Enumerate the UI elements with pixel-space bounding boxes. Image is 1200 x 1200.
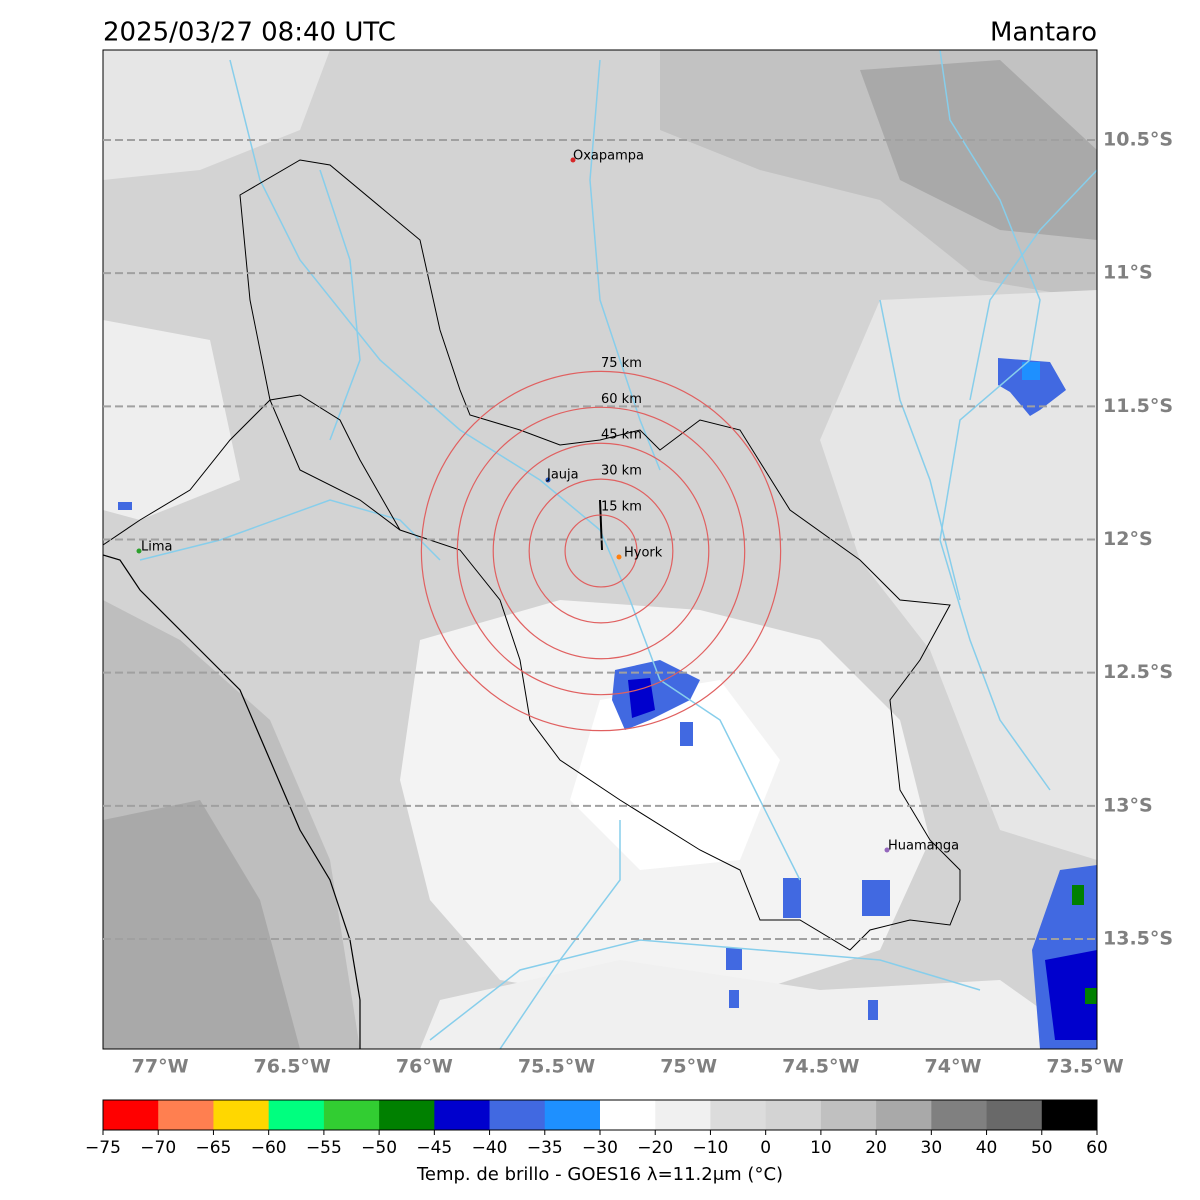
ring-label: 15 km xyxy=(601,500,642,515)
lon-label: 73.5°W xyxy=(1046,1056,1123,1078)
lon-label: 74.5°W xyxy=(782,1056,859,1078)
colorbar-bin xyxy=(710,1100,767,1130)
colorbar-tick-label: 10 xyxy=(810,1138,832,1158)
colorbar-bin xyxy=(323,1100,380,1130)
lat-label: 12°S xyxy=(1103,528,1153,550)
colorbar-tick-label: 30 xyxy=(921,1138,943,1158)
range-ring xyxy=(564,514,638,588)
colorbar-tick-label: −65 xyxy=(195,1138,231,1158)
colorbar-bin xyxy=(268,1100,325,1130)
colorbar-tick-label: −60 xyxy=(251,1138,287,1158)
colorbar-tick-label: 40 xyxy=(976,1138,998,1158)
city-marker xyxy=(136,548,142,554)
map-title: 2025/03/27 08:40 UTC xyxy=(103,18,396,48)
colorbar-bin xyxy=(379,1100,435,1130)
lon-label: 74°W xyxy=(925,1056,982,1078)
city-marker xyxy=(616,554,622,560)
colorbar-bin xyxy=(158,1100,214,1130)
colorbar-tick-label: −55 xyxy=(306,1138,342,1158)
location-title: Mantaro xyxy=(990,18,1097,48)
ring-label: 75 km xyxy=(601,356,642,371)
colorbar-bin xyxy=(931,1100,988,1130)
colorbar-bin xyxy=(1041,1100,1098,1130)
lat-label: 11.5°S xyxy=(1103,395,1173,417)
colorbar-bin xyxy=(544,1100,601,1130)
lat-label: 10.5°S xyxy=(1103,129,1173,151)
colorbar-bin xyxy=(213,1100,270,1130)
city-marker xyxy=(545,477,551,483)
range-ring xyxy=(420,370,782,732)
colorbar-label: Temp. de brillo - GOES16 λ=11.2μm (°C) xyxy=(416,1164,783,1185)
colorbar-tick-label: 20 xyxy=(865,1138,887,1158)
colorbar-bin xyxy=(986,1100,1043,1130)
imagery xyxy=(103,50,1097,1049)
map-frame xyxy=(102,49,1098,1050)
lon-label: 77°W xyxy=(132,1056,189,1078)
colorbar-tick-label: −45 xyxy=(416,1138,452,1158)
lat-label: 11°S xyxy=(1103,262,1153,284)
colorbar-tick-label: −75 xyxy=(85,1138,121,1158)
colorbar-bin xyxy=(876,1100,932,1130)
city-label: Jauja xyxy=(546,468,579,483)
colorbar-bin xyxy=(103,1100,159,1130)
range-ring xyxy=(456,406,746,696)
city-marker xyxy=(884,847,890,853)
colorbar-tick-label: −70 xyxy=(140,1138,176,1158)
lat-label: 13°S xyxy=(1103,794,1153,816)
colorbar-bin xyxy=(820,1100,877,1130)
colorbar-tick-label: −20 xyxy=(637,1138,673,1158)
city-label: Huamanga xyxy=(888,839,959,854)
colorbar-tick-label: −35 xyxy=(527,1138,563,1158)
colorbar-tick-label: −30 xyxy=(582,1138,618,1158)
city-label: Oxapampa xyxy=(573,149,644,164)
colorbar-tick-label: −50 xyxy=(361,1138,397,1158)
lat-label: 12.5°S xyxy=(1103,661,1173,683)
colorbar-bin xyxy=(600,1100,656,1130)
colorbar-bin xyxy=(655,1100,711,1130)
city-marker xyxy=(570,157,576,163)
colorbar-tick-label: 50 xyxy=(1031,1138,1053,1158)
colorbar-tick-label: −40 xyxy=(472,1138,508,1158)
range-ring xyxy=(528,478,674,624)
ring-label: 45 km xyxy=(601,428,642,443)
lon-label: 76°W xyxy=(396,1056,453,1078)
colorbar-bin xyxy=(489,1100,546,1130)
colorbar-tick-label: 0 xyxy=(760,1138,771,1158)
colorbar-tick-label: 60 xyxy=(1086,1138,1108,1158)
city-label: Lima xyxy=(141,540,172,555)
lon-label: 75.5°W xyxy=(518,1056,595,1078)
lat-label: 13.5°S xyxy=(1103,928,1173,950)
ring-label: 30 km xyxy=(601,464,642,479)
colorbar-bin xyxy=(434,1100,491,1130)
range-ring xyxy=(492,442,710,660)
city-label: Hyork xyxy=(624,546,663,561)
ring-label: 60 km xyxy=(601,392,642,407)
lon-label: 75°W xyxy=(660,1056,717,1078)
colorbar-tick-label: −10 xyxy=(692,1138,728,1158)
lon-label: 76.5°W xyxy=(254,1056,331,1078)
colorbar-bin xyxy=(765,1100,822,1130)
